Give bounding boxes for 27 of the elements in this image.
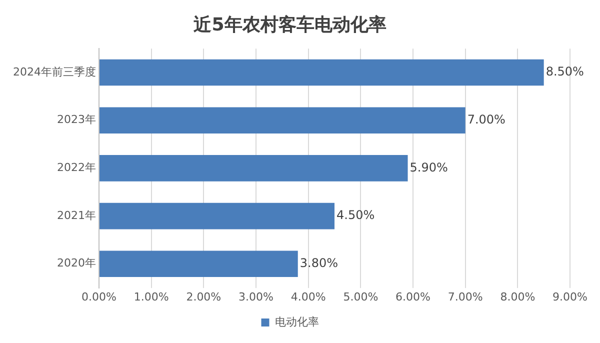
x-tick-label: 8.00% <box>500 290 536 304</box>
x-tick-label: 6.00% <box>396 290 430 304</box>
data-label: 4.50% <box>336 208 375 222</box>
y-tick-label: 2023年 <box>56 113 96 126</box>
data-label: 8.50% <box>546 64 584 79</box>
y-tick-label: 2022年 <box>56 161 96 174</box>
y-tick-label: 2024年前三季度 <box>12 65 96 78</box>
bar <box>99 155 408 182</box>
x-tick-label: 9.00% <box>552 290 588 304</box>
bar <box>99 59 544 86</box>
x-tick-label: 5.00% <box>343 290 378 304</box>
x-tick-label: 1.00% <box>134 290 169 304</box>
x-tick-label: 0.00% <box>82 290 116 304</box>
x-tick-label: 2.00% <box>186 290 222 304</box>
legend-label: 电动化率 <box>274 315 319 328</box>
data-label: 7.00% <box>467 112 506 126</box>
bar <box>99 202 334 230</box>
y-tick-label: 2020年 <box>56 256 96 270</box>
y-tick-label: 2021年 <box>56 208 96 222</box>
x-tick-label: 7.00% <box>448 290 483 304</box>
data-label: 3.80% <box>300 256 338 270</box>
x-tick-label: 4.00% <box>290 290 326 304</box>
bar <box>99 250 298 278</box>
chart-title: 近5年农村客车电动化率 <box>192 14 386 36</box>
bar <box>99 107 466 134</box>
x-tick-label: 3.00% <box>238 290 274 304</box>
data-label: 5.90% <box>410 160 448 174</box>
